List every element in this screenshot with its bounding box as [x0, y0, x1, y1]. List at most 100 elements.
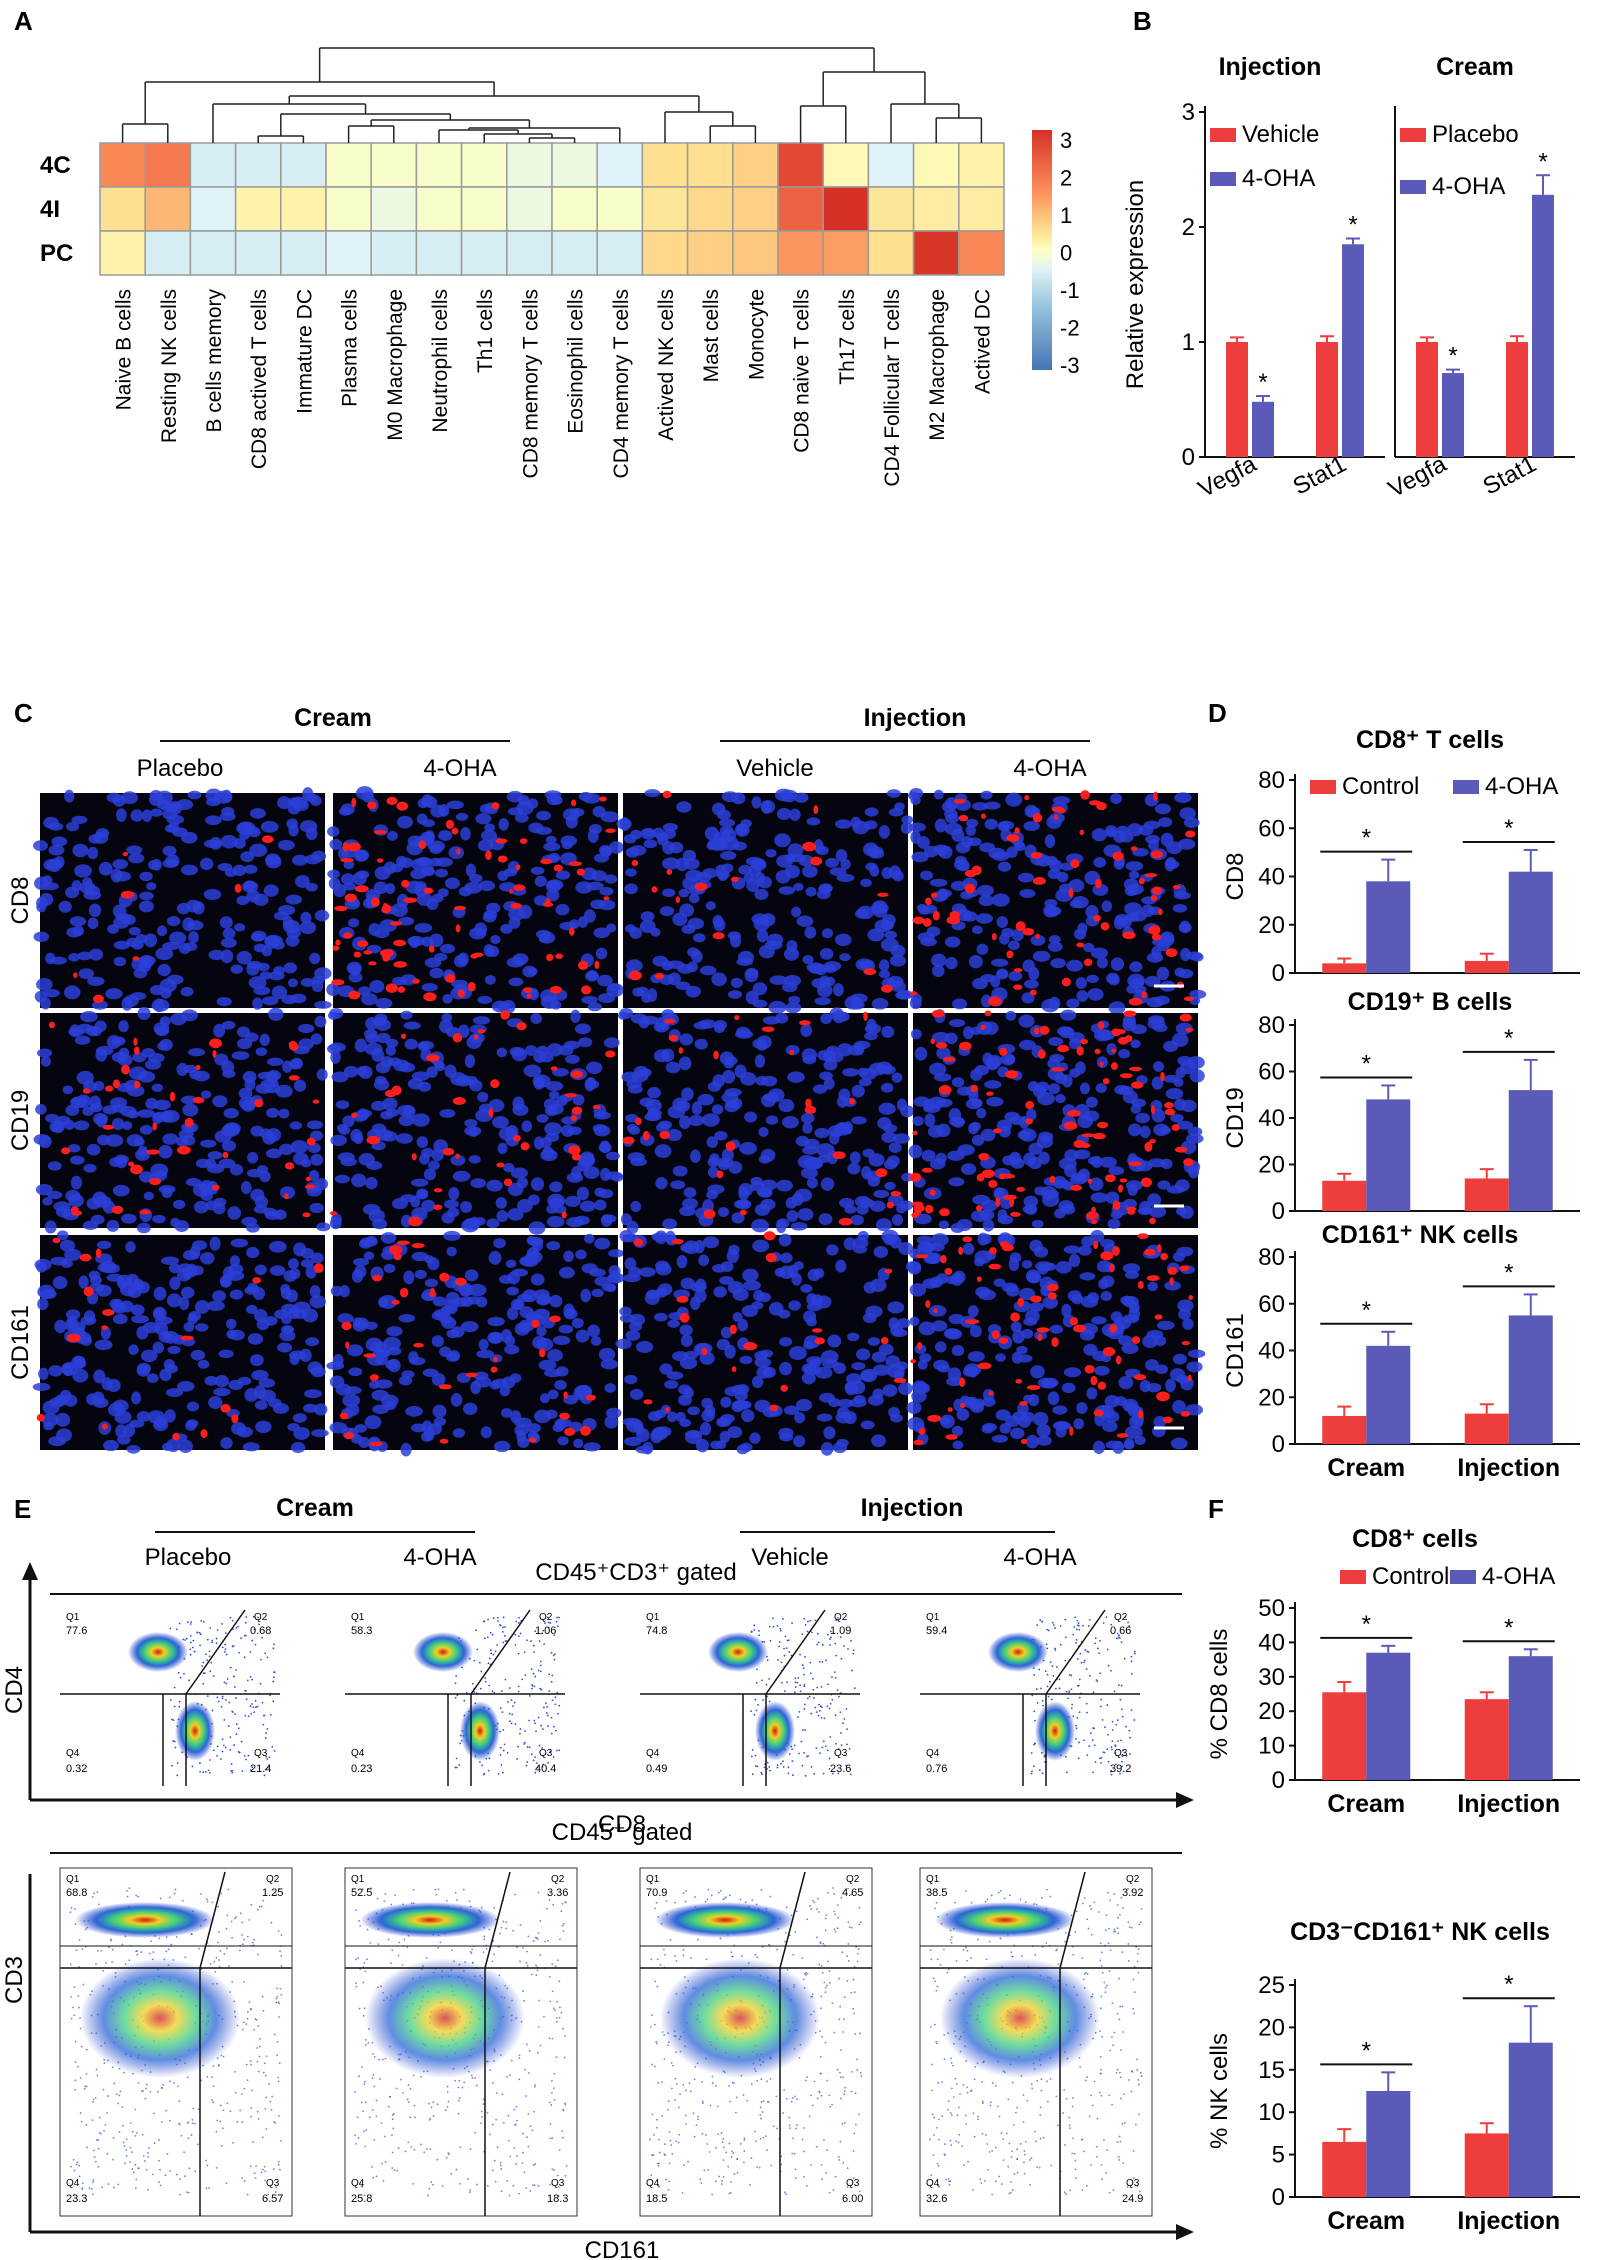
nucleus	[865, 862, 878, 871]
quadrant-value: 21.4	[250, 1763, 271, 1775]
nucleus	[78, 1275, 89, 1289]
nucleus	[87, 917, 99, 930]
event-dot	[787, 1772, 790, 1775]
stained-cell	[563, 1391, 568, 1399]
stained-cell	[1156, 1391, 1170, 1402]
event-dot	[831, 1676, 833, 1679]
nucleus	[924, 1113, 936, 1127]
nucleus	[1036, 1435, 1052, 1446]
stained-cell	[910, 1359, 916, 1364]
nucleus	[1030, 934, 1046, 946]
event-dot	[835, 1654, 838, 1657]
event-dot	[802, 1673, 805, 1676]
event-dot	[819, 1752, 822, 1755]
nucleus	[664, 1379, 679, 1389]
event-dot	[1110, 1773, 1113, 1776]
nucleus	[872, 1388, 884, 1400]
nucleus	[229, 1255, 241, 1267]
event-dot	[257, 1953, 259, 1956]
nucleus	[779, 1336, 793, 1347]
event-dot	[768, 1678, 771, 1680]
nucleus	[152, 1112, 163, 1125]
nucleus	[151, 858, 162, 871]
stained-cell	[1076, 1046, 1084, 1056]
stained-cell	[915, 1254, 929, 1259]
event-dot	[1075, 1727, 1078, 1730]
event-dot	[783, 1690, 786, 1693]
stained-cell	[1174, 1146, 1188, 1153]
stained-cell	[1141, 991, 1147, 999]
event-dot	[1100, 1757, 1103, 1759]
event-dot	[556, 1691, 559, 1694]
event-dot	[280, 1965, 283, 1968]
event-dot	[197, 2108, 200, 2111]
nucleus	[433, 1416, 447, 1427]
event-dot	[70, 2017, 73, 2020]
nucleus	[934, 818, 947, 833]
gate-line	[1045, 1609, 1106, 1695]
stained-cell	[496, 1162, 505, 1168]
stained-cell	[960, 1403, 966, 1408]
stained-cell	[1119, 1073, 1133, 1079]
nucleus	[443, 1230, 461, 1241]
nucleus	[756, 928, 769, 943]
stained-cell	[1024, 795, 1030, 801]
stained-cell	[401, 879, 410, 888]
event-dot	[178, 1700, 181, 1703]
stained-cell	[1102, 1078, 1110, 1085]
event-dot	[258, 2038, 261, 2040]
event-dot	[823, 1717, 826, 1720]
nucleus	[820, 1177, 835, 1191]
event-dot	[526, 1639, 528, 1642]
event-dot	[1079, 1652, 1082, 1655]
event-dot	[218, 1965, 221, 1968]
quadrant-name: Q4	[351, 1748, 365, 1759]
stained-cell	[1097, 1381, 1107, 1390]
nucleus	[679, 1356, 698, 1370]
event-dot	[1109, 1770, 1112, 1773]
nucleus	[375, 997, 393, 1009]
nucleus	[802, 865, 818, 878]
event-dot	[545, 1712, 548, 1714]
event-dot	[793, 1744, 796, 1747]
heatmap-cell	[822, 142, 870, 188]
nucleus	[112, 1103, 128, 1113]
micrograph-row-label: CD8	[7, 876, 34, 924]
stained-cell	[1086, 1211, 1099, 1220]
nucleus	[152, 1214, 166, 1224]
nucleus	[697, 1093, 714, 1106]
event-dot	[241, 1933, 243, 1936]
event-dot	[553, 1653, 556, 1656]
nucleus	[837, 1043, 853, 1057]
nucleus	[908, 822, 926, 832]
nucleus	[146, 882, 157, 891]
y-tick-label: 40	[1258, 1338, 1285, 1365]
stained-cell	[1053, 814, 1059, 820]
nucleus	[599, 887, 614, 896]
nucleus	[828, 1397, 841, 1408]
nucleus	[979, 842, 996, 853]
nucleus	[1093, 857, 1107, 868]
stained-cell	[1160, 1071, 1165, 1082]
nucleus	[213, 1023, 226, 1038]
event-dot	[1076, 1684, 1079, 1687]
nucleus	[354, 1038, 367, 1053]
stained-cell	[477, 1028, 486, 1034]
event-dot	[1133, 1650, 1136, 1653]
nucleus	[591, 1288, 604, 1298]
nucleus	[151, 1083, 163, 1092]
nucleus	[982, 1219, 995, 1232]
event-dot	[243, 1981, 245, 1983]
nucleus	[677, 963, 694, 974]
event-dot	[1051, 1665, 1054, 1668]
nucleus	[871, 998, 889, 1010]
event-dot	[788, 1650, 791, 1653]
nucleus	[386, 1326, 403, 1337]
event-dot	[265, 1755, 268, 1758]
heatmap-cell	[777, 142, 824, 188]
nucleus	[937, 1364, 951, 1373]
y-tick-label: 80	[1258, 1244, 1285, 1271]
event-dot	[533, 1685, 536, 1688]
nucleus	[892, 1133, 910, 1144]
